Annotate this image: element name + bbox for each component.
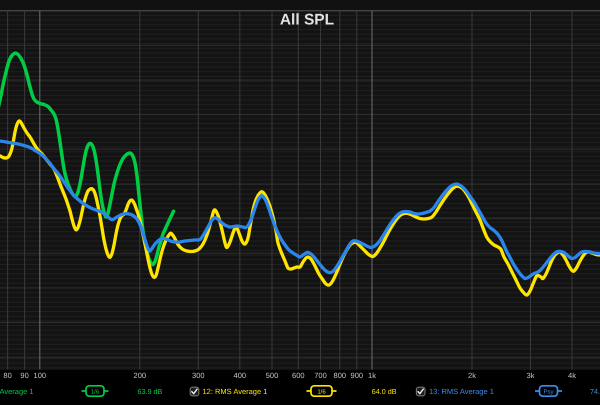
svg-text:2k: 2k <box>468 371 476 380</box>
svg-text:Psy: Psy <box>543 388 553 395</box>
svg-text:63.9 dB: 63.9 dB <box>138 387 163 396</box>
svg-text:64.0 dB: 64.0 dB <box>372 387 397 396</box>
svg-text:600: 600 <box>292 371 305 380</box>
svg-text:700: 700 <box>314 371 327 380</box>
svg-text:1k: 1k <box>368 371 376 380</box>
svg-text:90: 90 <box>20 371 28 380</box>
svg-text:74.1 dB: 74.1 dB <box>590 387 600 396</box>
svg-text:1/6: 1/6 <box>91 388 100 395</box>
svg-text:13: RMS Average 1: 13: RMS Average 1 <box>429 387 494 396</box>
svg-text:300: 300 <box>192 371 205 380</box>
svg-text:500: 500 <box>266 371 279 380</box>
svg-text:Average 1: Average 1 <box>0 387 34 396</box>
svg-text:4k: 4k <box>568 371 576 380</box>
svg-text:3k: 3k <box>527 371 535 380</box>
svg-text:900: 900 <box>351 371 364 380</box>
svg-text:100: 100 <box>34 371 47 380</box>
svg-text:400: 400 <box>234 371 247 380</box>
svg-text:1/6: 1/6 <box>317 388 326 395</box>
svg-text:200: 200 <box>134 371 147 380</box>
svg-text:12: RMS Average 1: 12: RMS Average 1 <box>203 387 268 396</box>
svg-text:800: 800 <box>334 371 347 380</box>
svg-text:80: 80 <box>3 371 11 380</box>
svg-text:All SPL: All SPL <box>280 12 334 29</box>
